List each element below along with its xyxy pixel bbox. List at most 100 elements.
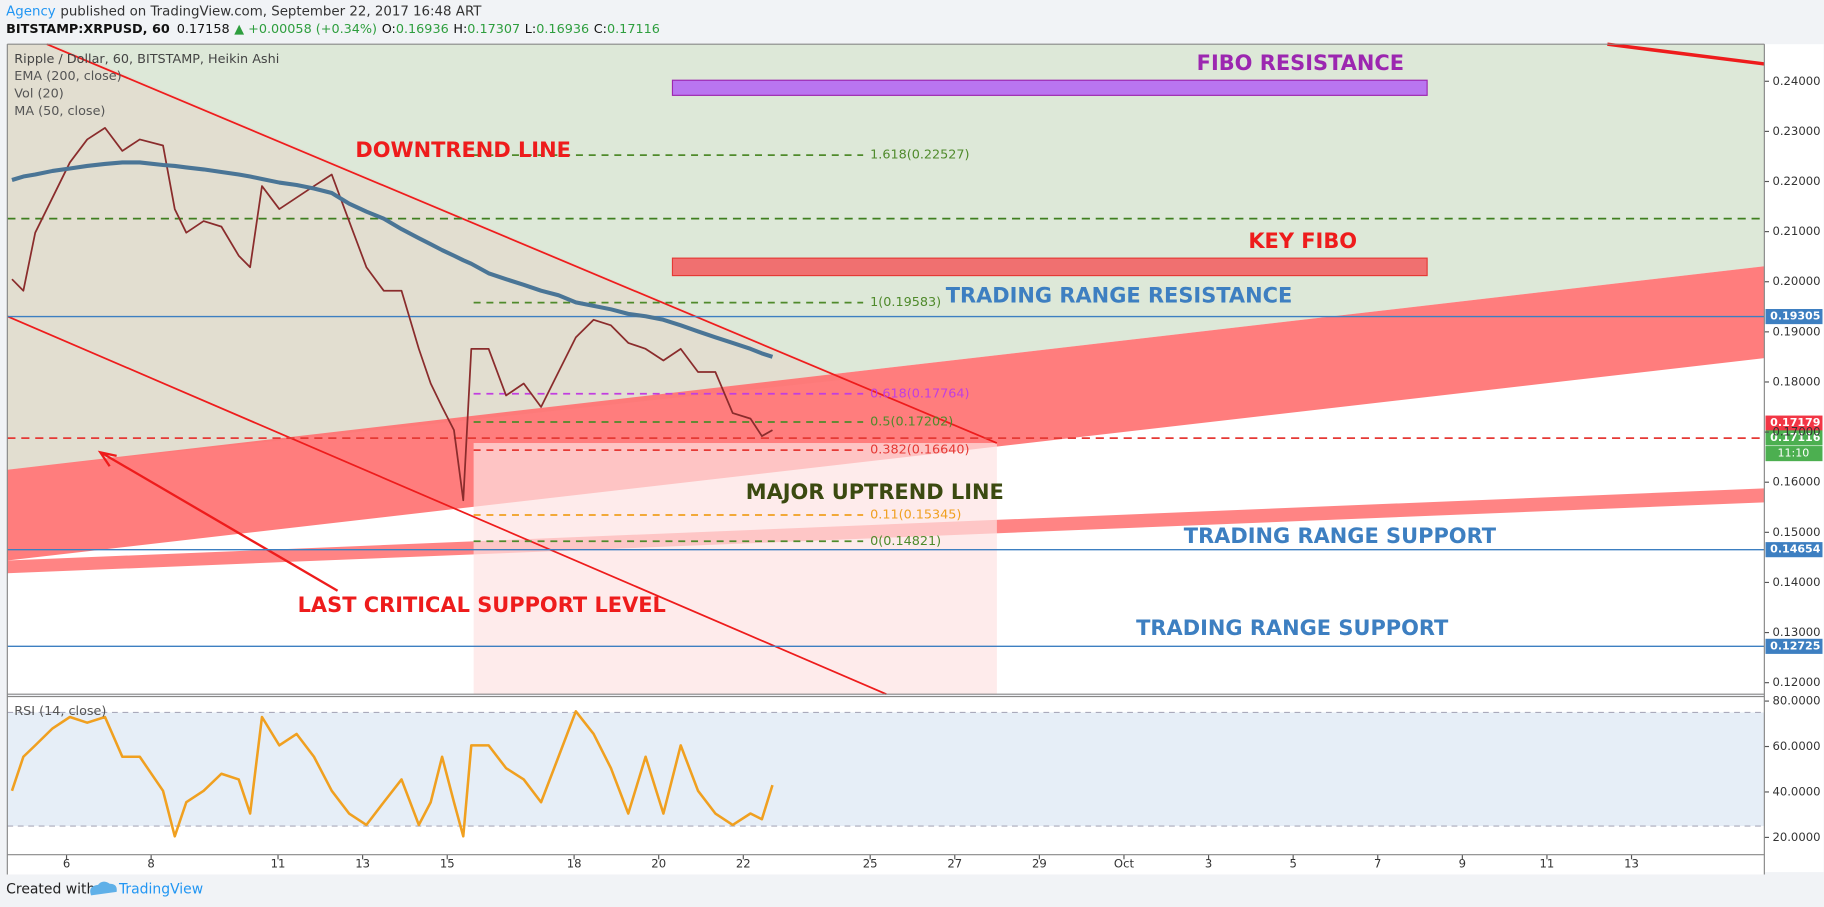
- chart-title: Ripple / Dollar, 60, BITSTAMP, Heikin As…: [14, 52, 279, 67]
- logo: [90, 881, 117, 896]
- x-tick-label: Oct: [1114, 856, 1135, 870]
- trend-line: [1607, 42, 1765, 66]
- y-tick-label: 0.21000: [1772, 224, 1820, 238]
- annotation: MAJOR UPTREND LINE: [746, 480, 1004, 504]
- downtrend-line: [46, 43, 998, 444]
- fib-label: 0(0.14821): [870, 534, 941, 549]
- y-tick-label: 0.12000: [1772, 675, 1820, 689]
- x-tick-label: 22: [736, 856, 751, 870]
- fib-label: 0.11(0.15345): [870, 508, 961, 523]
- x-tick-label: 8: [147, 856, 154, 870]
- ohlc-value: 0.16936: [396, 22, 449, 37]
- y-tick-label: 0.13000: [1772, 625, 1820, 639]
- x-tick-label: 29: [1032, 856, 1047, 870]
- y-tick-label: 0.18000: [1772, 374, 1820, 388]
- x-tick-label: 6: [63, 856, 70, 870]
- x-tick-label: 11: [1540, 856, 1555, 870]
- y-tick-label: 0.20000: [1772, 274, 1820, 288]
- x-tick-label: 27: [947, 856, 962, 870]
- y-tick-label: 0.14000: [1772, 575, 1820, 589]
- y-tick-label: 20.0000: [1772, 830, 1820, 844]
- fibo-resistance-box: [671, 79, 1428, 96]
- ohlc-key: L:: [525, 22, 536, 37]
- uptrend-band: [7, 266, 1765, 561]
- author[interactable]: Agency: [6, 5, 56, 20]
- annotation: TRADING RANGE SUPPORT: [1184, 524, 1497, 548]
- published: published on TradingView.com, September …: [60, 5, 482, 20]
- y-tick-label: 80.0000: [1772, 694, 1820, 708]
- ohlc-value: 0.16936: [536, 22, 589, 37]
- annotation: TRADING RANGE SUPPORT: [1136, 616, 1449, 640]
- series-line: [11, 127, 773, 502]
- annotation: DOWNTREND LINE: [355, 138, 571, 162]
- rsi-title: RSI (14, close): [14, 704, 106, 719]
- channel-zone: [7, 44, 850, 470]
- series-line: [11, 160, 774, 359]
- legend-entry: Vol (20): [14, 87, 63, 102]
- price-tag-sub: [1765, 446, 1823, 462]
- ohlc-key: O:: [382, 22, 396, 37]
- x-tick-label: 20: [651, 856, 666, 870]
- fib-label: 0.618(0.17764): [870, 386, 969, 401]
- ohlc-key: C:: [594, 22, 607, 37]
- level-tag: [1765, 309, 1823, 325]
- ohlc-key: H:: [453, 22, 467, 37]
- rsi-band-fill: [7, 712, 1765, 827]
- y-tick-label: 0.24000: [1772, 74, 1820, 88]
- level-tag: [1765, 638, 1823, 654]
- level-tag: [1765, 542, 1823, 558]
- annotation: FIBO RESISTANCE: [1197, 51, 1404, 75]
- last-price: 0.17158: [177, 22, 230, 37]
- x-tick-label: 11: [271, 856, 286, 870]
- ohlc-value: 0.17307: [467, 22, 520, 37]
- series-line: [10, 710, 774, 838]
- arrow: [102, 452, 339, 592]
- level-tag-label: 0.14654: [1770, 543, 1821, 556]
- y-tick-label: 40.0000: [1772, 784, 1820, 798]
- fib-label: 1.618(0.22527): [870, 148, 969, 163]
- downtrend-line: [6, 315, 887, 696]
- price-tag: [1765, 430, 1823, 446]
- x-tick-label: 13: [355, 856, 370, 870]
- chart-layer: 0.19305 0.14654 0.12725 1.618(0.22527) 1(0.1…: [6, 43, 1823, 875]
- footer-text: Created with: [6, 882, 95, 898]
- annotation: TRADING RANGE RESISTANCE: [946, 284, 1293, 308]
- price-tag-label: 0.17116: [1770, 431, 1821, 444]
- x-tick-label: 15: [440, 856, 455, 870]
- ohlc-value: 0.17116: [607, 22, 660, 37]
- drawings: [6, 42, 1765, 696]
- legend-entry: EMA (200, close): [14, 69, 121, 84]
- change: ▲ +0.00058 (+0.34%): [234, 22, 377, 37]
- key-fibo-box: [671, 257, 1428, 277]
- symbol-line: BITSTAMP:XRPUSD, 60 0.17158 ▲ +0.00058 (+0…: [6, 22, 660, 37]
- x-tick-label: 25: [863, 856, 878, 870]
- x-tick-label: 7: [1374, 856, 1381, 870]
- price-tag: [1765, 415, 1823, 431]
- annotation: KEY FIBO: [1248, 229, 1357, 253]
- price-tag-sub-label: 11:10: [1778, 447, 1810, 460]
- y-tick-label: 60.0000: [1772, 739, 1820, 753]
- y-tick-label: 0.23000: [1772, 124, 1820, 138]
- header-line: Agency published on TradingView.com, Sept…: [6, 5, 482, 20]
- brand[interactable]: TradingView: [118, 882, 203, 898]
- annotation: LAST CRITICAL SUPPORT LEVEL: [298, 593, 666, 617]
- x-tick-label: 3: [1205, 856, 1212, 870]
- fib-label: 0.382(0.16640): [870, 443, 969, 458]
- fib-zone: [473, 443, 997, 695]
- symbol: BITSTAMP:XRPUSD, 60: [6, 22, 170, 37]
- x-tick-label: 9: [1459, 856, 1466, 870]
- price-tag-label: 0.17179: [1770, 416, 1820, 429]
- y-tick-label: 0.16000: [1772, 475, 1820, 489]
- fib-label: 1(0.19583): [870, 295, 941, 310]
- y-tick-label: 0.19000: [1772, 324, 1820, 338]
- time-axis: [7, 854, 1765, 875]
- x-tick-label: 5: [1289, 856, 1296, 870]
- x-tick-label: 18: [567, 856, 582, 870]
- arrow-head: [97, 450, 117, 467]
- x-tick-label: 13: [1624, 856, 1639, 870]
- level-tag-label: 0.12725: [1770, 639, 1820, 652]
- level-tag-label: 0.19305: [1770, 310, 1820, 323]
- legend-entry: MA (50, close): [14, 104, 105, 119]
- fib-label: 0.5(0.17202): [870, 414, 953, 429]
